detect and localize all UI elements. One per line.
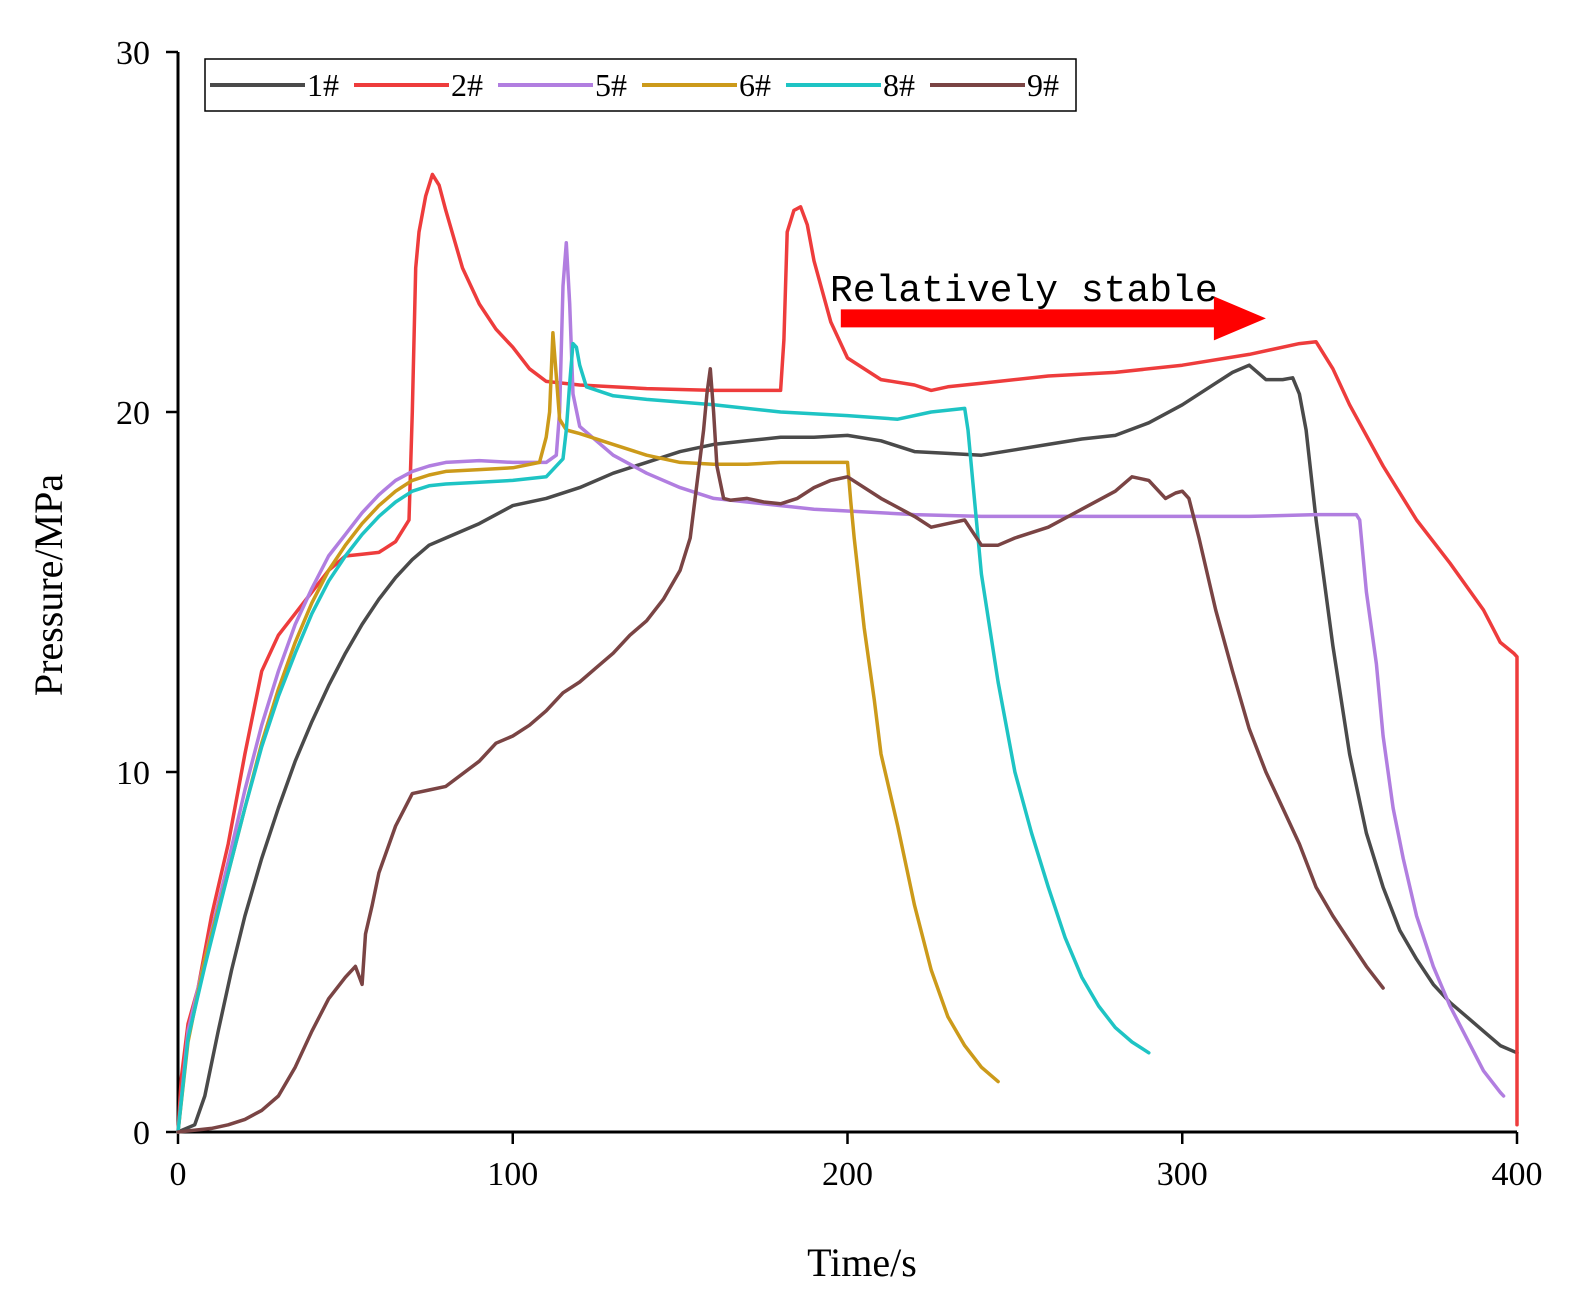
legend-label: 8# [883, 67, 915, 103]
x-tick-label: 400 [1492, 1156, 1543, 1193]
legend-label: 2# [451, 67, 483, 103]
legend: 1# 2# 5# 6# 8# 9# [204, 58, 1077, 112]
x-tick-label: 100 [487, 1156, 538, 1193]
y-tick-label: 0 [133, 1115, 150, 1152]
y-axis-title: Pressure/MPa [26, 474, 71, 696]
legend-label: 9# [1027, 67, 1059, 103]
y-tick-label: 10 [116, 755, 150, 792]
y-axis-ticks: 0 10 20 30 [116, 35, 178, 1152]
series-line-3 [176, 241, 1506, 1134]
x-axis-ticks: 0 100 200 300 400 [170, 1132, 1543, 1193]
x-tick-label: 300 [1157, 1156, 1208, 1193]
legend-label: 6# [739, 67, 771, 103]
x-tick-label: 0 [170, 1156, 187, 1193]
annotation-arrow [840, 296, 1266, 341]
annotation-text: Relatively stable [830, 270, 1218, 313]
series-line-2 [176, 172, 1519, 1134]
series-line-6 [176, 367, 1385, 1134]
legend-label: 1# [307, 67, 339, 103]
y-tick-label: 30 [116, 35, 150, 72]
y-tick-label: 20 [116, 395, 150, 432]
legend-label: 5# [595, 67, 627, 103]
series-line-1 [176, 363, 1519, 1134]
annotation: Relatively stable [830, 270, 1266, 341]
series-line-4 [176, 331, 1000, 1134]
series-line-5 [176, 341, 1151, 1134]
series-group [176, 172, 1519, 1134]
x-tick-label: 200 [822, 1156, 873, 1193]
x-axis-title: Time/s [807, 1240, 917, 1285]
